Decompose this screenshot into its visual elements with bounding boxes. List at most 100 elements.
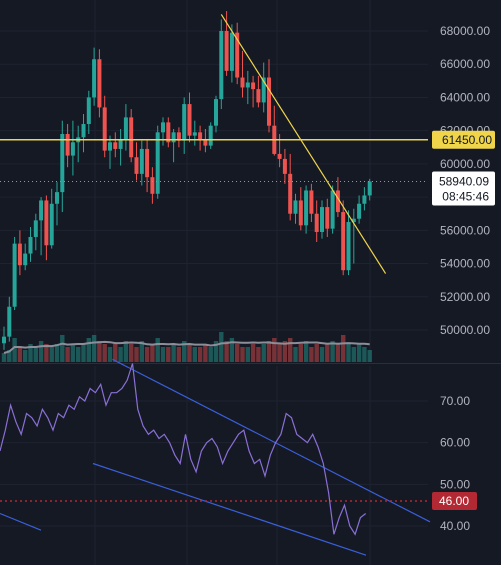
price-tick-label: 66000.00 — [440, 57, 490, 71]
candle-body — [288, 173, 293, 214]
candle-body — [261, 77, 266, 103]
candle-body — [39, 200, 44, 221]
volume-bar — [319, 347, 325, 362]
volume-bar — [150, 344, 155, 362]
rsi-side-line — [0, 512, 42, 531]
price-tick-label: 56000.00 — [440, 223, 490, 237]
candle-body — [192, 132, 197, 136]
candle-body — [346, 222, 351, 271]
volume-bar — [250, 344, 256, 362]
price-trendline — [220, 14, 387, 274]
volume-bar — [81, 344, 86, 362]
volume-bar — [330, 341, 335, 362]
candle-body — [208, 125, 213, 146]
candle-body — [256, 89, 261, 103]
volume-bar — [351, 347, 356, 362]
volume-bar — [144, 347, 150, 362]
volume-bar — [203, 344, 208, 362]
candle-body — [150, 177, 155, 194]
candle-body — [357, 203, 362, 219]
volume-bar — [118, 347, 123, 362]
volume-bar — [277, 344, 282, 362]
candle-body — [198, 132, 203, 139]
candle-body — [325, 207, 330, 229]
candle-body — [108, 142, 112, 151]
volume-bar — [197, 347, 203, 362]
candle-body — [335, 190, 340, 213]
current-price-label: 58940.09 — [439, 174, 489, 188]
volume-bar — [166, 347, 171, 362]
candle-body — [219, 31, 224, 100]
volume-bar — [123, 341, 129, 362]
price-tick-label: 68000.00 — [440, 24, 490, 38]
level-price-tag — [432, 130, 495, 149]
rsi-value-label: 46.00 — [439, 494, 469, 508]
volume-bar — [102, 344, 107, 362]
volume-ma-line — [3, 340, 370, 354]
candle-body — [44, 200, 49, 246]
candle-body — [28, 236, 33, 254]
volume-bar — [341, 335, 346, 362]
candle-body — [309, 190, 314, 214]
candle-body — [123, 117, 128, 139]
candle-body — [293, 200, 298, 214]
volume-bar — [91, 335, 97, 362]
candle-body — [330, 190, 335, 229]
candle-body — [367, 181, 372, 196]
candle-body — [267, 77, 271, 126]
candle-countdown-label: 08:45:46 — [442, 189, 489, 203]
volume-bar — [256, 347, 261, 362]
volume-bar — [139, 341, 144, 362]
price-tick-label: 60000.00 — [440, 157, 490, 171]
candle-body — [277, 153, 282, 159]
candle-body — [187, 104, 192, 136]
candle-body — [282, 158, 287, 174]
volume-bar — [272, 338, 277, 362]
rsi-channel-lower — [92, 462, 367, 556]
price-tick-label: 54000.00 — [440, 257, 490, 271]
volume-bar — [7, 350, 12, 362]
volume-bar — [261, 344, 266, 362]
candle-body — [314, 213, 319, 232]
volume-bar — [155, 338, 160, 362]
candle-body — [166, 122, 171, 143]
volume-bar — [171, 344, 176, 362]
volume-bar — [12, 338, 17, 362]
volume-bar — [70, 344, 76, 362]
candle-body — [298, 200, 303, 226]
candle-body — [214, 99, 218, 126]
candle-body — [203, 138, 208, 146]
volume-bar — [298, 344, 303, 362]
rsi-tick-label: 70.00 — [440, 394, 470, 408]
candle-body — [245, 82, 250, 88]
volume-bar — [97, 341, 102, 362]
current-price-tag — [432, 171, 495, 206]
volume-bar — [176, 347, 182, 362]
volume-bar — [44, 344, 49, 362]
price-tick-label: 50000.00 — [440, 323, 490, 337]
price-tick-label: 52000.00 — [440, 290, 490, 304]
volume-bar — [49, 347, 54, 362]
rsi-tick-label: 40.00 — [440, 519, 470, 533]
volume-bar — [208, 347, 213, 362]
candle-body — [12, 243, 17, 307]
candle-body — [55, 192, 59, 204]
volume-bar — [187, 344, 192, 362]
volume-bar — [266, 341, 272, 362]
volume-bar — [129, 344, 134, 362]
candle-body — [134, 157, 139, 174]
candle-body — [362, 195, 367, 204]
volume-bar — [86, 338, 91, 362]
level-price-label: 61450.00 — [442, 133, 492, 147]
volume-bar — [23, 350, 28, 362]
candle-body — [118, 138, 123, 149]
candle-body — [102, 107, 107, 151]
candle-body — [145, 148, 150, 178]
volume-bar — [1, 353, 7, 362]
volume-bar — [192, 347, 197, 362]
volume-bar — [314, 344, 319, 362]
volume-bar — [309, 347, 314, 362]
volume-bar — [346, 344, 351, 362]
